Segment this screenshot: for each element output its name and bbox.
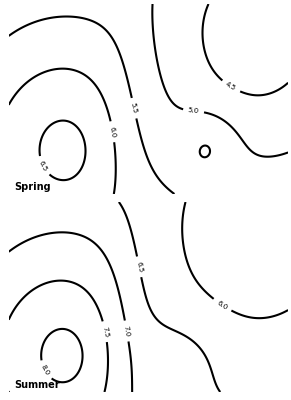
Text: 7.5: 7.5	[101, 326, 109, 338]
Text: 6.5: 6.5	[135, 261, 143, 273]
Text: 6.0: 6.0	[109, 126, 117, 138]
Text: 4.5: 4.5	[225, 81, 237, 92]
Text: Summer: Summer	[14, 380, 60, 390]
Text: 8.0: 8.0	[40, 364, 50, 377]
Text: Spring: Spring	[14, 182, 51, 192]
Text: 7.0: 7.0	[123, 325, 131, 337]
Text: 5.0: 5.0	[188, 107, 199, 114]
Text: 6.5: 6.5	[38, 160, 48, 172]
Text: 5.5: 5.5	[130, 102, 138, 114]
Text: 6.0: 6.0	[216, 300, 229, 311]
